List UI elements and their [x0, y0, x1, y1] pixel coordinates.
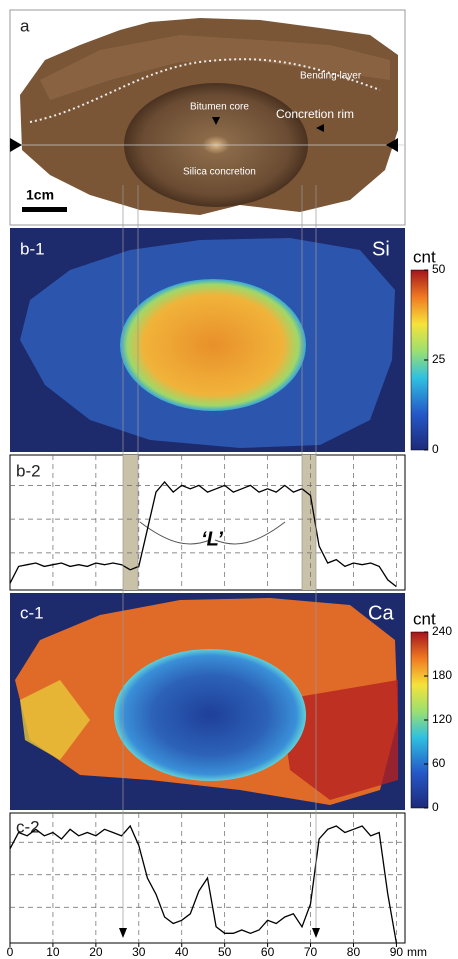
colorbar-label: cnt: [413, 247, 436, 266]
colorbar-label: cnt: [413, 609, 436, 628]
colorbar-tick-label: 0: [432, 442, 439, 456]
interface-band: [302, 455, 316, 590]
panel-label: b-2: [16, 461, 41, 480]
x-tick-label: 60: [261, 945, 275, 959]
arrow: [312, 928, 320, 938]
si-map: b-1 Si: [10, 228, 405, 452]
matrix-region: [20, 680, 90, 760]
panel-label: b-1: [20, 239, 45, 258]
marker: [10, 138, 22, 152]
profile-line: [9, 824, 398, 944]
marker: [316, 124, 324, 132]
annotation: Bitumen core: [190, 102, 249, 113]
photo-panel: a Bending layer Bitumen core Concretion …: [9, 9, 406, 226]
marker: [212, 117, 220, 125]
colorbar-tick-label: 240: [432, 624, 452, 638]
ca-map: c-1 Ca: [10, 593, 405, 810]
element-label: Ca: [368, 602, 394, 624]
annotation: Concretion rim: [276, 107, 354, 121]
bending-layer-line: [29, 58, 381, 123]
colorbar-tick-label: 25: [432, 352, 446, 366]
matrix-region: [280, 680, 398, 800]
annotation: ‘L’: [201, 528, 223, 550]
concretion-region: [114, 649, 306, 781]
marker: [386, 138, 398, 152]
x-tick-label: 20: [89, 945, 103, 959]
annotation: Silica concretion: [183, 167, 256, 178]
colorbar-tick-label: 0: [432, 800, 439, 814]
colorbar-tick-label: 180: [432, 668, 452, 682]
x-tick-label: 40: [175, 945, 189, 959]
arrow: [119, 928, 127, 938]
x-tick-label: 10: [46, 945, 60, 959]
x-tick-label: 70: [304, 945, 318, 959]
panel-label: c-1: [20, 603, 44, 622]
scale-bar-label: 1cm: [26, 187, 54, 203]
x-tick-label: 80: [347, 945, 361, 959]
panel-label: a: [20, 16, 30, 35]
rock-layer: [40, 35, 390, 100]
x-axis-label: mm: [407, 945, 427, 959]
guide-lines: [122, 185, 317, 935]
x-tick-label: 0: [7, 945, 14, 959]
panel-label: c-2: [16, 817, 40, 836]
annotation: Bending layer: [300, 71, 362, 82]
plot-frame: [9, 454, 406, 591]
colorbar-tick-label: 120: [432, 712, 452, 726]
concretion-region: [120, 279, 306, 411]
profile-line: [9, 480, 397, 588]
x-tick-label: 50: [218, 945, 232, 959]
colorbar-tick-label: 50: [432, 262, 446, 276]
scale-bar: [22, 207, 67, 212]
x-tick-label: 90: [390, 945, 404, 959]
x-tick-label: 30: [132, 945, 146, 959]
interface-band: [123, 455, 138, 590]
element-label: Si: [372, 238, 390, 260]
colorbar-tick-label: 60: [432, 756, 446, 770]
